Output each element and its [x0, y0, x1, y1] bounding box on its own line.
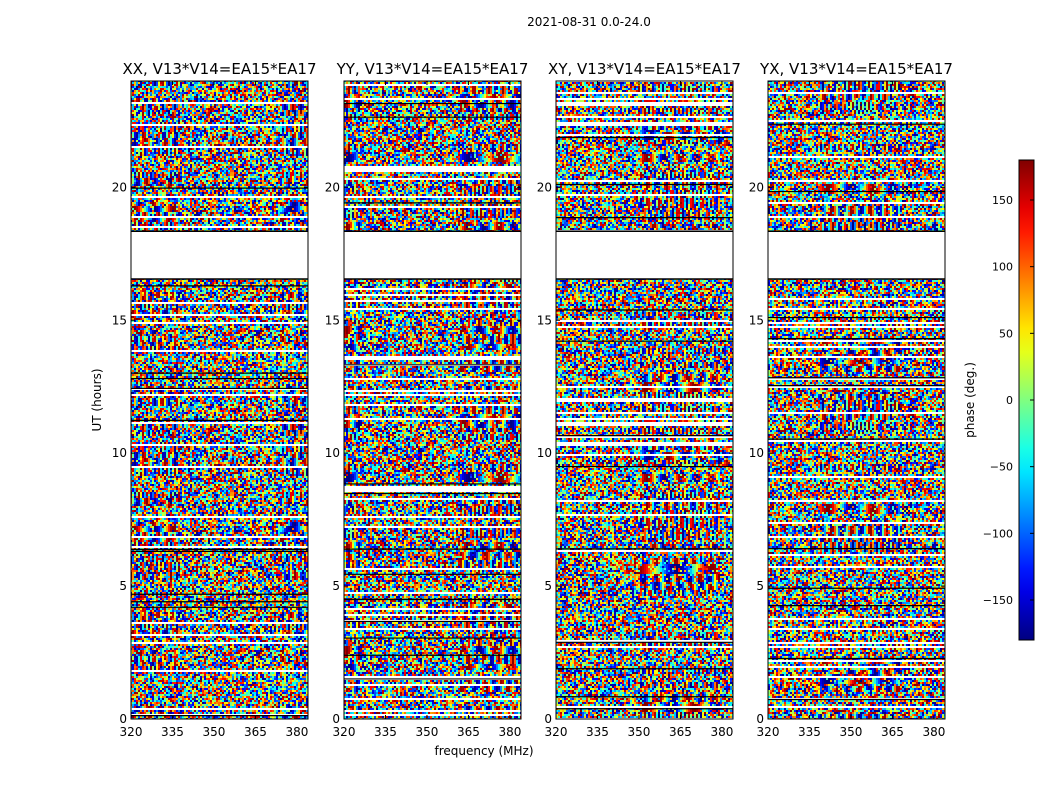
heatmap-xy: [556, 81, 733, 719]
colorbar-tick-label: 50: [999, 327, 1013, 340]
figure-suptitle: 2021-08-31 0.0-24.0: [527, 15, 651, 29]
x-tick-label: 365: [244, 725, 267, 739]
colorbar-tick-label: −50: [990, 461, 1013, 474]
x-tick-label: 365: [881, 725, 904, 739]
x-tick-label: 350: [203, 725, 226, 739]
heatmap-xx: [131, 81, 308, 719]
x-tick-label: 350: [628, 725, 651, 739]
colorbar-tick-label: 100: [992, 261, 1013, 274]
y-tick-label: 20: [325, 180, 340, 194]
panel-title: XX, V13*V14=EA15*EA17: [122, 60, 316, 78]
y-axis-label: UT (hours): [90, 368, 104, 431]
y-tick-label: 10: [325, 446, 340, 460]
y-tick-label: 0: [544, 712, 552, 726]
y-tick-label: 0: [119, 712, 127, 726]
panel-yx: YX, V13*V14=EA15*EA17 320 335 350 365 380 0 5 10…: [749, 60, 953, 739]
x-tick-label: 380: [498, 725, 521, 739]
panels-group: XX, V13*V14=EA15*EA17 320 335 350 365 380 0 5 10…: [112, 60, 953, 739]
panel-xx: XX, V13*V14=EA15*EA17 320 335 350 365 380 0 5 10…: [112, 60, 317, 739]
colorbar-tick-label: 150: [992, 194, 1013, 207]
y-tick-label: 5: [332, 579, 340, 593]
x-tick-label: 350: [416, 725, 439, 739]
y-tick-label: 0: [332, 712, 340, 726]
y-tick-label: 15: [749, 313, 764, 327]
panel-frame: [555, 80, 734, 720]
panel-yy: YY, V13*V14=EA15*EA17 320 335 350 365 380 0 5 10…: [325, 60, 529, 739]
panel-title: YY, V13*V14=EA15*EA17: [336, 60, 529, 78]
heatmap-yy: [344, 81, 521, 719]
panel-xy: XY, V13*V14=EA15*EA17 320 335 350 365 380 0 5 10…: [537, 60, 741, 739]
x-tick-label: 380: [922, 725, 945, 739]
colorbar-tick-label: −100: [983, 527, 1013, 540]
panel-frame: [343, 80, 522, 720]
x-tick-label: 350: [840, 725, 863, 739]
y-tick-label: 20: [537, 180, 552, 194]
x-tick-label: 380: [285, 725, 308, 739]
x-tick-label: 320: [757, 725, 780, 739]
panel-title: YX, V13*V14=EA15*EA17: [759, 60, 953, 78]
x-tick-label: 320: [333, 725, 356, 739]
x-tick-label: 320: [545, 725, 568, 739]
x-tick-label: 335: [161, 725, 184, 739]
colorbar-tick-label: −150: [983, 594, 1013, 607]
flagged-gap-0: [344, 231, 521, 280]
y-tick-label: 10: [749, 446, 764, 460]
x-tick-label: 335: [798, 725, 821, 739]
flagged-gap-0: [131, 231, 308, 280]
y-tick-label: 20: [749, 180, 764, 194]
y-tick-label: 0: [756, 712, 764, 726]
x-tick-label: 365: [669, 725, 692, 739]
panel-frame: [767, 80, 946, 720]
y-tick-label: 5: [544, 579, 552, 593]
x-tick-label: 320: [120, 725, 143, 739]
flagged-gap-0: [768, 231, 945, 280]
x-tick-label: 335: [586, 725, 609, 739]
y-tick-label: 15: [325, 313, 340, 327]
panel-frame: [130, 80, 309, 720]
x-tick-label: 365: [457, 725, 480, 739]
y-tick-label: 10: [112, 446, 127, 460]
y-tick-label: 15: [112, 313, 127, 327]
colorbar-label: phase (deg.): [963, 362, 977, 438]
y-tick-label: 10: [537, 446, 552, 460]
heatmap-yx: [768, 81, 945, 719]
x-tick-label: 380: [710, 725, 733, 739]
flagged-gap-0: [556, 231, 733, 280]
y-tick-label: 15: [537, 313, 552, 327]
panel-title: XY, V13*V14=EA15*EA17: [548, 60, 741, 78]
colorbar: −150 −100 −50 0 50 100 150: [983, 159, 1035, 641]
x-tick-label: 335: [374, 725, 397, 739]
y-tick-label: 5: [119, 579, 127, 593]
y-tick-label: 20: [112, 180, 127, 194]
colorbar-tick-label: 0: [1006, 394, 1013, 407]
y-tick-label: 5: [756, 579, 764, 593]
x-axis-label: frequency (MHz): [434, 744, 533, 758]
